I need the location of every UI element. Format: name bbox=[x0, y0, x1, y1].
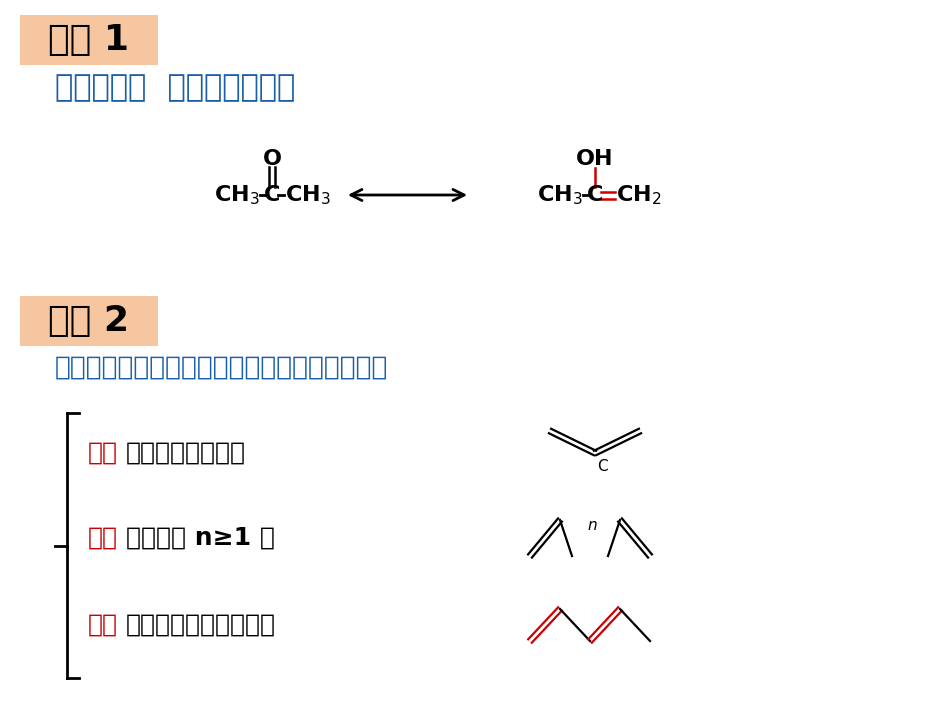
Text: CH$_3$: CH$_3$ bbox=[538, 183, 583, 207]
Text: 二烯烃（单双键交替）: 二烯烃（单双键交替） bbox=[126, 613, 276, 637]
Text: C: C bbox=[587, 185, 603, 205]
FancyBboxPatch shape bbox=[20, 15, 158, 65]
FancyBboxPatch shape bbox=[20, 296, 158, 346]
Text: 复习 2: 复习 2 bbox=[48, 304, 129, 338]
Text: 二烯烃（ n≥1 ）: 二烯烃（ n≥1 ） bbox=[126, 526, 275, 550]
Text: C: C bbox=[597, 459, 608, 474]
Text: O: O bbox=[262, 149, 281, 169]
Text: CH$_2$: CH$_2$ bbox=[616, 183, 661, 207]
Text: 复习 1: 复习 1 bbox=[48, 23, 129, 57]
Text: OH: OH bbox=[577, 149, 614, 169]
Text: 孤立: 孤立 bbox=[88, 526, 118, 550]
Text: C: C bbox=[264, 185, 280, 205]
Text: n: n bbox=[587, 518, 597, 533]
Text: 二烯烃（不稳定）: 二烯烃（不稳定） bbox=[126, 441, 246, 465]
Text: 共轭: 共轭 bbox=[88, 613, 118, 637]
Text: CH$_3$: CH$_3$ bbox=[285, 183, 331, 207]
Text: 二烯烃分类、结构（根据双键的相对位置分类）: 二烯烃分类、结构（根据双键的相对位置分类） bbox=[55, 355, 389, 381]
Text: 累积: 累积 bbox=[88, 441, 118, 465]
Text: CH$_3$: CH$_3$ bbox=[215, 183, 260, 207]
Text: 醛（酮）－  烯醇式互变异构: 醛（酮）－ 烯醇式互变异构 bbox=[55, 73, 295, 103]
